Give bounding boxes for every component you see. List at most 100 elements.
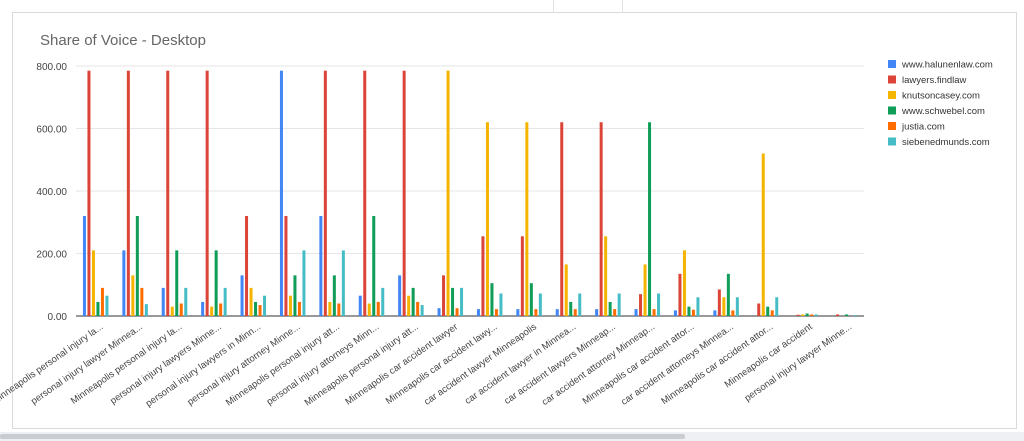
bar-siebenedmunds-com — [223, 287, 227, 316]
bar-www-halunenlaw-com — [555, 309, 559, 316]
bar-lawyers-findlaw — [442, 275, 446, 316]
bar-knutsoncasey-com — [604, 236, 608, 316]
y-tick-label: 0.00 — [48, 312, 68, 323]
bar-knutsoncasey-com — [249, 287, 253, 316]
bar-lawyers-findlaw — [520, 236, 524, 316]
bar-justia-com — [494, 309, 498, 316]
bar-siebenedmunds-com — [538, 293, 542, 316]
bar-www-schwebel-com — [214, 250, 218, 316]
bar-lawyers-findlaw — [481, 236, 485, 316]
bar-justia-com — [297, 301, 301, 316]
legend-swatch — [888, 60, 896, 68]
bar-justia-com — [810, 314, 814, 316]
y-tick-label: 800.00 — [36, 62, 67, 73]
bar-knutsoncasey-com — [643, 264, 647, 316]
bar-www-schwebel-com — [569, 301, 573, 316]
bar-knutsoncasey-com — [210, 306, 214, 316]
bar-justia-com — [770, 310, 774, 316]
bar-justia-com — [179, 303, 183, 316]
bar-justia-com — [455, 308, 459, 316]
bar-lawyers-findlaw — [639, 294, 643, 316]
bar-www-halunenlaw-com — [82, 216, 86, 316]
bar-www-schwebel-com — [726, 273, 730, 316]
bar-lawyers-findlaw — [205, 70, 209, 316]
bar-justia-com — [376, 301, 380, 316]
bar-knutsoncasey-com — [446, 70, 450, 316]
bar-justia-com — [219, 303, 223, 316]
bar-lawyers-findlaw — [599, 122, 603, 316]
bar-www-schwebel-com — [805, 313, 809, 316]
bar-lawyers-findlaw — [796, 314, 800, 316]
bar-www-halunenlaw-com — [319, 216, 323, 316]
bar-knutsoncasey-com — [801, 314, 805, 316]
bar-siebenedmunds-com — [420, 305, 424, 316]
bar-siebenedmunds-com — [775, 297, 779, 316]
bar-www-schwebel-com — [372, 216, 376, 316]
bar-lawyers-findlaw — [560, 122, 564, 316]
bar-siebenedmunds-com — [460, 287, 464, 316]
y-tick-label: 400.00 — [36, 187, 67, 198]
bar-siebenedmunds-com — [696, 297, 700, 316]
bar-siebenedmunds-com — [657, 293, 661, 316]
bar-knutsoncasey-com — [131, 275, 135, 316]
legend-swatch — [888, 122, 896, 130]
legend-swatch — [888, 75, 896, 84]
bar-lawyers-findlaw — [126, 70, 130, 316]
bar-lawyers-findlaw — [166, 70, 170, 316]
bar-knutsoncasey-com — [407, 295, 411, 316]
bar-lawyers-findlaw — [836, 314, 840, 316]
bar-lawyers-findlaw — [717, 289, 721, 316]
bar-www-schwebel-com — [529, 283, 533, 316]
legend-label: www.halunenlaw.com — [901, 60, 993, 71]
bar-www-halunenlaw-com — [122, 250, 126, 316]
bar-siebenedmunds-com — [341, 250, 345, 316]
bar-www-halunenlaw-com — [476, 309, 480, 316]
bar-knutsoncasey-com — [525, 122, 529, 316]
scrollbar-thumb[interactable] — [0, 434, 685, 439]
bar-justia-com — [416, 301, 420, 316]
bar-siebenedmunds-com — [854, 315, 858, 316]
legend-label: knutsoncasey.com — [902, 91, 980, 102]
legend-swatch — [888, 106, 896, 115]
y-tick-label: 200.00 — [36, 250, 67, 261]
bar-www-schwebel-com — [687, 306, 691, 316]
bar-justia-com — [573, 309, 577, 316]
bar-www-halunenlaw-com — [673, 310, 677, 316]
bar-siebenedmunds-com — [105, 295, 109, 316]
bar-knutsoncasey-com — [485, 122, 489, 316]
bar-siebenedmunds-com — [381, 287, 385, 316]
bar-lawyers-findlaw — [757, 303, 761, 316]
bar-www-schwebel-com — [490, 283, 494, 316]
bar-knutsoncasey-com — [288, 295, 292, 316]
y-tick-label: 600.00 — [36, 125, 67, 136]
bar-www-halunenlaw-com — [437, 308, 441, 316]
bar-lawyers-findlaw — [245, 216, 249, 316]
bar-www-schwebel-com — [845, 314, 849, 316]
bar-www-schwebel-com — [293, 275, 297, 316]
bar-justia-com — [337, 303, 341, 316]
bar-knutsoncasey-com — [564, 264, 568, 316]
bar-lawyers-findlaw — [87, 70, 91, 316]
legend-label: lawyers.findlaw — [902, 75, 967, 86]
bar-www-halunenlaw-com — [516, 309, 520, 316]
bar-justia-com — [652, 309, 656, 316]
bar-lawyers-findlaw — [323, 70, 327, 316]
bar-www-schwebel-com — [135, 216, 139, 316]
bar-www-halunenlaw-com — [595, 309, 599, 316]
bar-www-halunenlaw-com — [398, 275, 402, 316]
bar-lawyers-findlaw — [402, 70, 406, 316]
bar-knutsoncasey-com — [170, 306, 174, 316]
bar-knutsoncasey-com — [367, 303, 371, 316]
bar-www-schwebel-com — [451, 287, 455, 316]
bar-siebenedmunds-com — [263, 295, 267, 316]
bar-lawyers-findlaw — [363, 70, 367, 316]
bar-www-schwebel-com — [766, 306, 770, 316]
bar-lawyers-findlaw — [678, 273, 682, 316]
legend-label: justia.com — [901, 122, 945, 133]
bar-lawyers-findlaw — [284, 216, 288, 316]
top-tab[interactable] — [553, 0, 623, 12]
bar-justia-com — [100, 287, 104, 316]
bar-siebenedmunds-com — [184, 287, 188, 316]
legend-label: siebenedmunds.com — [902, 137, 990, 148]
